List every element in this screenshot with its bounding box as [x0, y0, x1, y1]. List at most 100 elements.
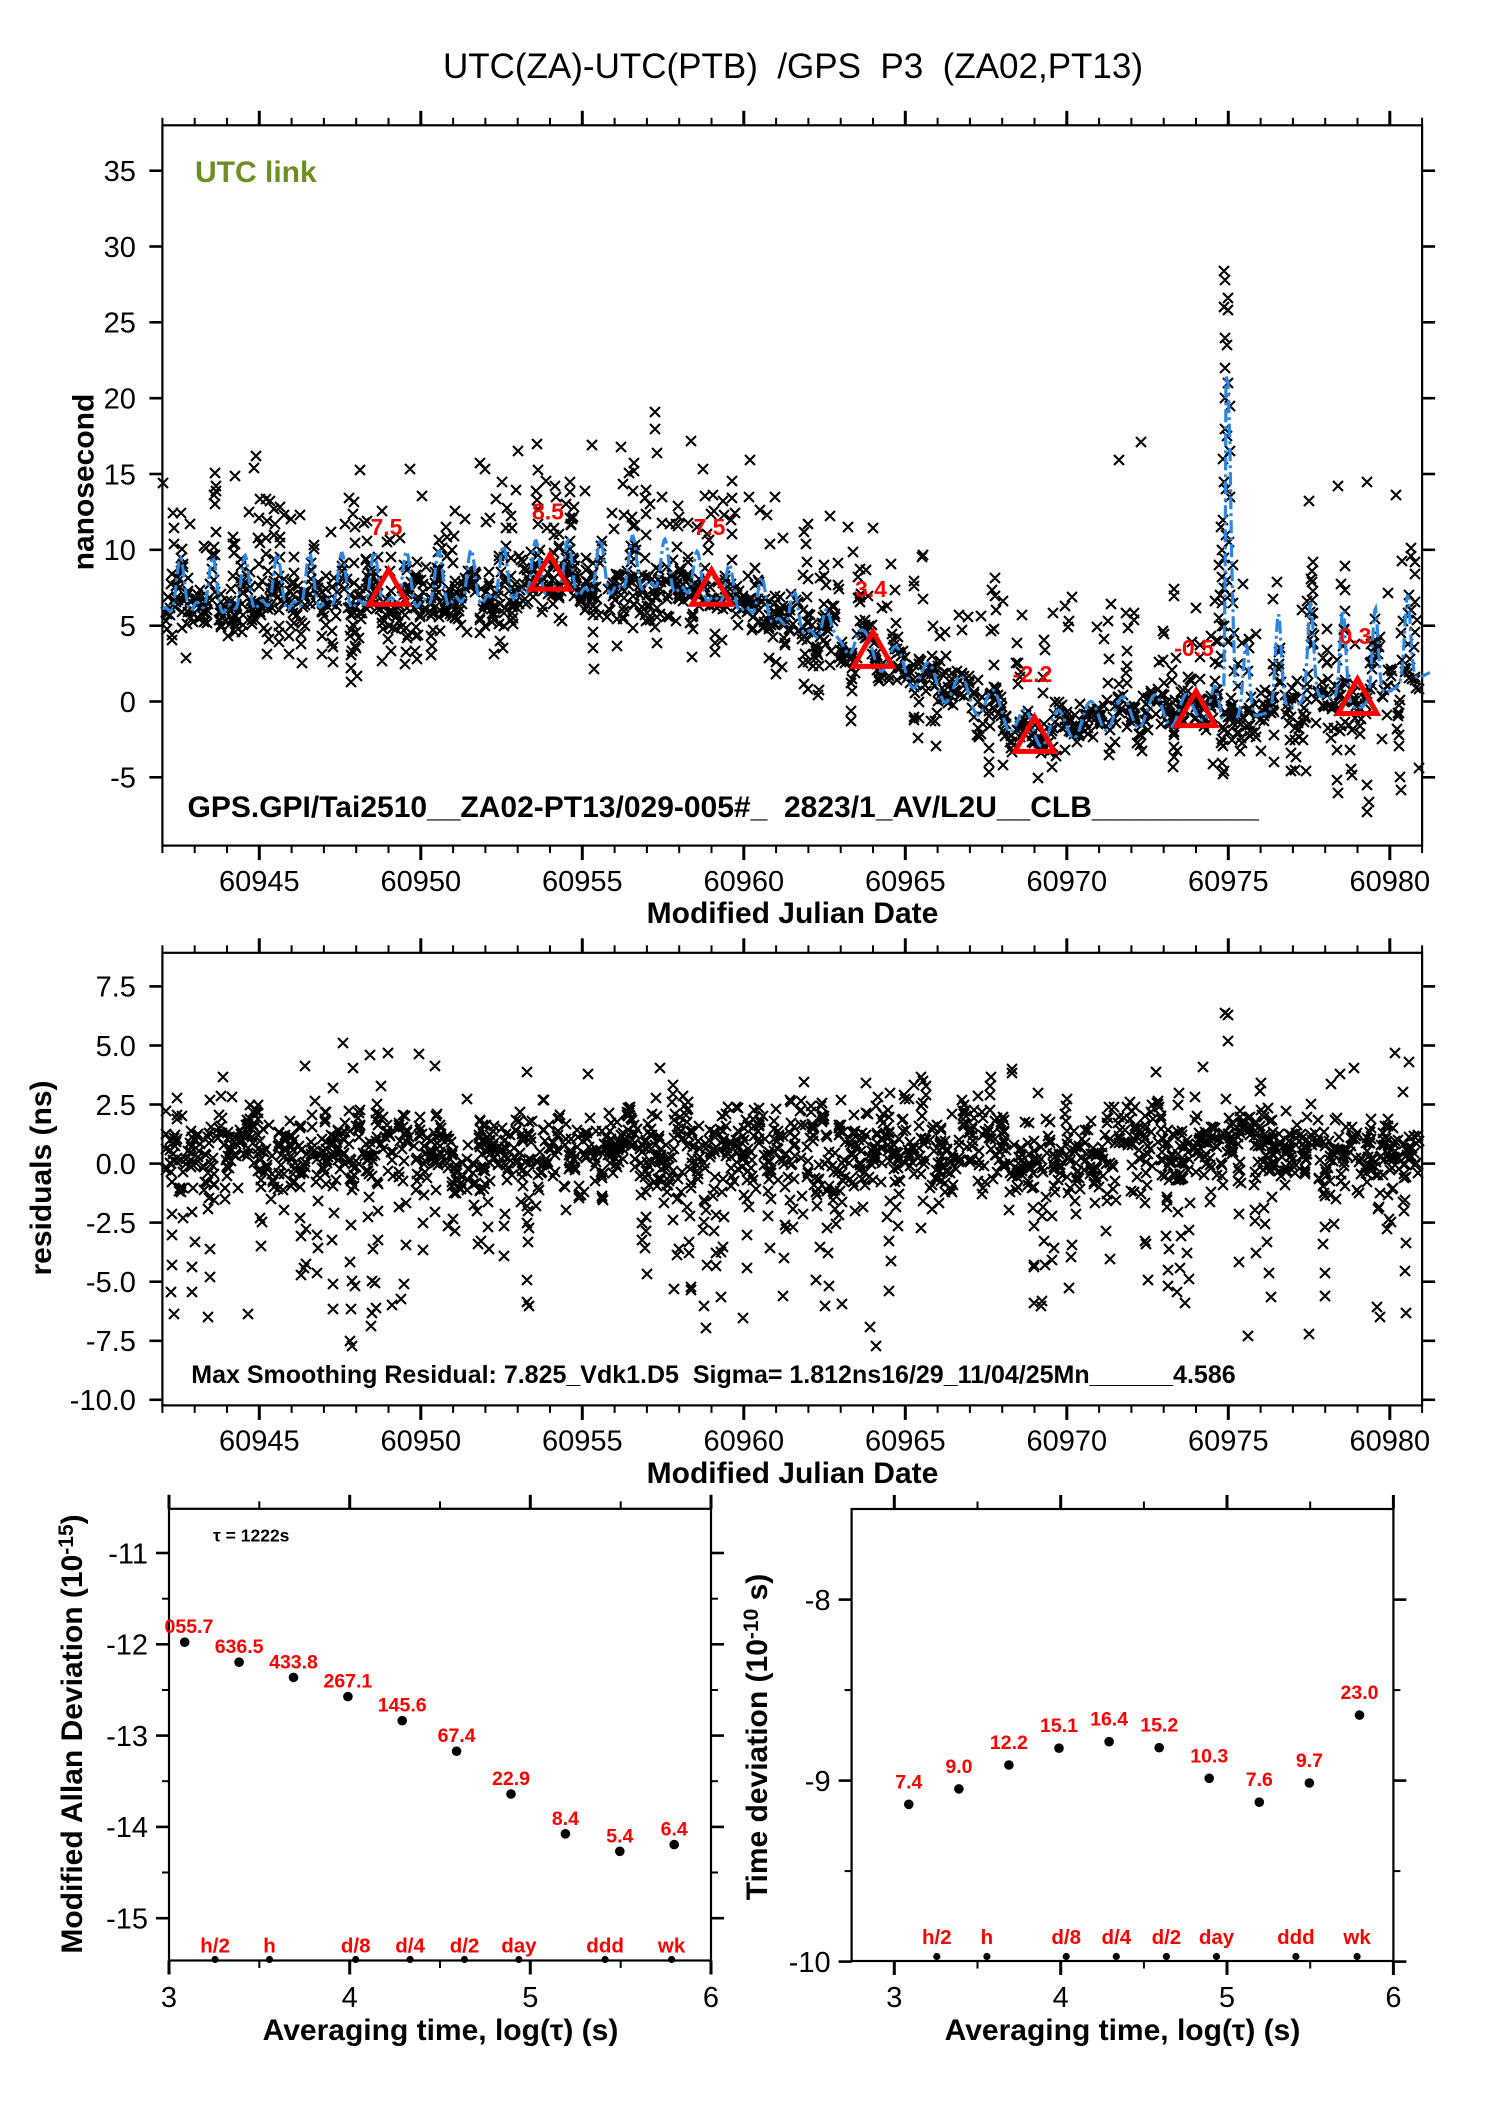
svg-text:67.4: 67.4 [438, 1725, 476, 1747]
svg-text:5.4: 5.4 [606, 1825, 633, 1847]
svg-text:60970: 60970 [1026, 866, 1107, 898]
svg-text:6: 6 [1385, 1982, 1401, 2014]
svg-text:-9: -9 [805, 1766, 831, 1798]
svg-text:60955: 60955 [542, 1426, 623, 1458]
svg-text:-0.5: -0.5 [1174, 635, 1214, 661]
svg-text:7.4: 7.4 [895, 1771, 922, 1793]
svg-text:6: 6 [703, 1982, 719, 2014]
svg-text:wk: wk [1342, 1926, 1371, 1949]
svg-text:-2.5: -2.5 [86, 1208, 136, 1240]
svg-text:UTC(ZA)-UTC(PTB) /GPS P3 (Z: UTC(ZA)-UTC(PTB) /GPS P3 (ZA02,PT13) [443, 47, 1143, 86]
svg-text:Averaging time, log(τ) (s): Averaging time, log(τ) (s) [263, 2014, 619, 2047]
svg-text:-12: -12 [106, 1630, 148, 1662]
svg-text:-13: -13 [106, 1721, 148, 1753]
svg-text:23.0: 23.0 [1341, 1682, 1379, 1704]
svg-text:ddd: ddd [586, 1935, 624, 1958]
svg-text:145.6: 145.6 [378, 1695, 427, 1717]
svg-text:h/2: h/2 [922, 1926, 952, 1949]
svg-text:0: 0 [120, 687, 136, 719]
svg-text:6.4: 6.4 [661, 1819, 688, 1841]
svg-text:h: h [981, 1926, 994, 1949]
svg-text:35: 35 [104, 156, 136, 188]
svg-text:-14: -14 [106, 1812, 148, 1844]
svg-text:5: 5 [1219, 1982, 1235, 2014]
svg-text:9.0: 9.0 [945, 1756, 972, 1778]
svg-text:τ = 1222s: τ = 1222s [213, 1526, 290, 1546]
svg-text:22.9: 22.9 [492, 1768, 530, 1790]
svg-text:60950: 60950 [380, 1426, 461, 1458]
svg-text:nanosecond: nanosecond [68, 394, 101, 571]
svg-text:15.2: 15.2 [1140, 1715, 1178, 1737]
svg-text:0.3: 0.3 [1340, 623, 1372, 649]
svg-text:12.2: 12.2 [990, 1732, 1028, 1754]
svg-text:Modified Julian Date: Modified Julian Date [647, 1457, 939, 1490]
svg-text:5.0: 5.0 [96, 1031, 136, 1063]
svg-text:residuals (ns): residuals (ns) [25, 1080, 58, 1275]
svg-text:wk: wk [657, 1935, 686, 1958]
svg-text:3.4: 3.4 [855, 576, 887, 602]
svg-text:055.7: 055.7 [165, 1616, 214, 1638]
svg-text:8.4: 8.4 [552, 1808, 579, 1830]
svg-text:60980: 60980 [1349, 1426, 1430, 1458]
svg-text:Modified Julian Date: Modified Julian Date [647, 897, 939, 930]
svg-text:10.3: 10.3 [1190, 1745, 1228, 1767]
svg-text:h/2: h/2 [200, 1935, 230, 1958]
svg-text:2.5: 2.5 [96, 1090, 136, 1122]
svg-text:3: 3 [886, 1982, 902, 2014]
svg-text:60970: 60970 [1026, 1426, 1107, 1458]
svg-text:UTC link: UTC link [195, 156, 317, 189]
svg-text:60975: 60975 [1188, 866, 1269, 898]
svg-text:0.0: 0.0 [96, 1149, 136, 1181]
svg-text:60955: 60955 [542, 866, 623, 898]
svg-text:8.5: 8.5 [532, 499, 564, 525]
svg-text:15.1: 15.1 [1040, 1715, 1078, 1737]
svg-text:Modified Allan Deviation (10-1: Modified Allan Deviation (10-15) [55, 1514, 89, 1953]
svg-text:636.5: 636.5 [215, 1636, 264, 1658]
svg-text:60945: 60945 [219, 866, 300, 898]
svg-text:60950: 60950 [380, 866, 461, 898]
svg-text:60945: 60945 [219, 1426, 300, 1458]
svg-text:d/8: d/8 [341, 1935, 371, 1958]
svg-text:10: 10 [104, 535, 136, 567]
svg-text:Max Smoothing Residual: 7.825_: Max Smoothing Residual: 7.825_Vdk1.D5 Si… [191, 1361, 1235, 1389]
svg-text:15: 15 [104, 459, 136, 491]
svg-text:7.5: 7.5 [694, 514, 726, 540]
svg-text:-8: -8 [805, 1585, 831, 1617]
svg-text:d/2: d/2 [1152, 1926, 1182, 1949]
svg-text:day: day [1199, 1926, 1235, 1949]
svg-text:3: 3 [161, 1982, 177, 2014]
svg-text:7.5: 7.5 [371, 514, 403, 540]
svg-text:GPS.GPI/Tai2510__ZA02-PT13/029: GPS.GPI/Tai2510__ZA02-PT13/029-005#_ 282… [188, 791, 1260, 824]
svg-text:-2.2: -2.2 [1013, 661, 1053, 687]
svg-text:60965: 60965 [865, 866, 946, 898]
svg-text:433.8: 433.8 [269, 1651, 318, 1673]
svg-text:4: 4 [1053, 1982, 1069, 2014]
svg-text:-11: -11 [108, 1538, 148, 1570]
svg-text:-15: -15 [106, 1904, 148, 1936]
svg-text:d/2: d/2 [450, 1935, 480, 1958]
svg-text:-5.0: -5.0 [86, 1267, 136, 1299]
svg-text:-10: -10 [789, 1947, 831, 1979]
svg-text:9.7: 9.7 [1296, 1750, 1323, 1772]
svg-text:Averaging time, log(τ) (s): Averaging time, log(τ) (s) [945, 2014, 1301, 2047]
svg-text:d/8: d/8 [1051, 1926, 1081, 1949]
svg-text:60975: 60975 [1188, 1426, 1269, 1458]
svg-text:ddd: ddd [1277, 1926, 1315, 1949]
svg-text:30: 30 [104, 232, 136, 264]
svg-text:day: day [501, 1935, 537, 1958]
svg-text:60960: 60960 [703, 1426, 784, 1458]
svg-text:-5: -5 [110, 763, 136, 795]
svg-text:h: h [263, 1935, 276, 1958]
svg-text:60980: 60980 [1349, 866, 1430, 898]
svg-text:7.6: 7.6 [1246, 1769, 1273, 1791]
svg-text:5: 5 [120, 611, 136, 643]
svg-text:5: 5 [522, 1982, 538, 2014]
svg-text:d/4: d/4 [395, 1935, 425, 1958]
svg-text:d/4: d/4 [1101, 1926, 1131, 1949]
svg-text:-7.5: -7.5 [86, 1326, 136, 1358]
svg-text:25: 25 [104, 308, 136, 340]
svg-text:16.4: 16.4 [1090, 1709, 1128, 1731]
svg-text:60960: 60960 [703, 866, 784, 898]
svg-text:60965: 60965 [865, 1426, 946, 1458]
svg-text:20: 20 [104, 384, 136, 416]
